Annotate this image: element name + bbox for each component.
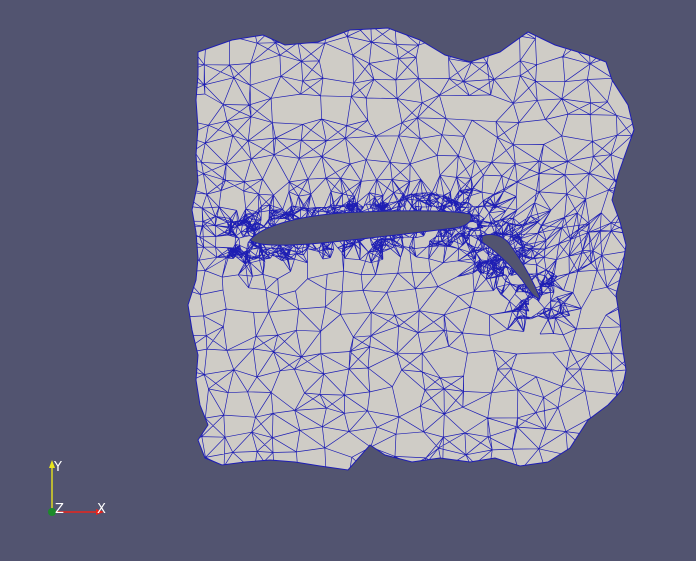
flap-hole — [481, 233, 541, 299]
airfoil-holes — [249, 210, 541, 299]
y-axis-label: Y — [53, 460, 62, 475]
main-airfoil-hole — [249, 210, 472, 246]
x-axis-arrowhead — [96, 509, 104, 515]
mesh-domain-outline — [187, 27, 635, 471]
z-axis-marker — [48, 508, 56, 516]
orientation-axes: X Y Z — [48, 460, 106, 517]
y-axis-arrowhead — [49, 460, 55, 468]
z-axis-label: Z — [55, 502, 64, 517]
mesh-domain — [187, 27, 635, 471]
x-axis-label: X — [97, 502, 106, 517]
